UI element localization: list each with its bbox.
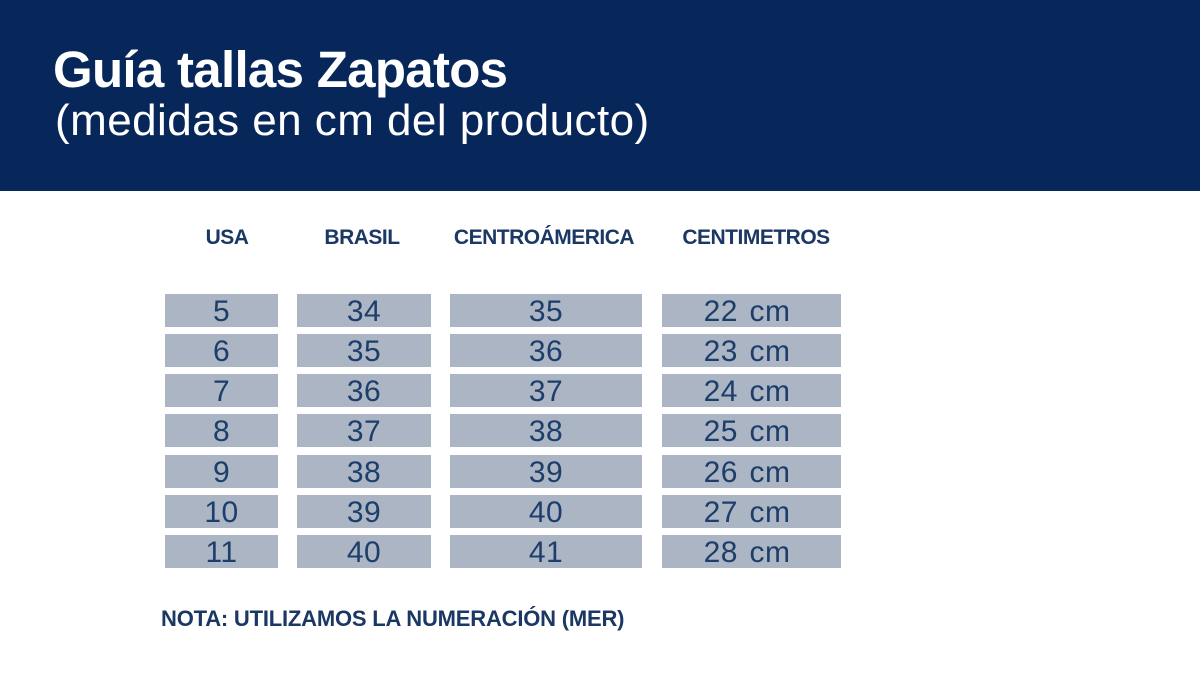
table-cell: 37 [450,374,642,408]
table-cell: 40 [450,494,642,529]
table-cell: 39 [450,454,642,489]
table-cell: 10 [165,494,278,529]
table-cell: 35 [450,294,642,328]
column-header-centroamerica: CENTROÁMERICA [453,226,635,249]
table-cell: 27 cm [662,494,841,529]
page-subtitle: (medidas en cm del producto) [55,96,650,145]
table-cell: 34 [297,294,431,328]
table-cell: 25 cm [662,414,841,448]
table-cell: 11 [165,534,278,569]
column-header-brasil: BRASIL [324,226,400,249]
page-title: Guía tallas Zapatos [53,41,508,98]
table-cell: 24 cm [662,374,841,408]
table-cell: 36 [450,334,642,368]
table-cell: 37 [297,414,431,448]
table-cell: 35 [297,334,431,368]
table-cell: 9 [165,454,278,489]
note-text: NOTA: UTILIZAMOS LA NUMERACIÓN (MER) [161,606,625,631]
table-cell: 36 [297,374,431,408]
table-cell: 38 [297,454,431,489]
table-cell: 28 cm [662,534,841,569]
column-header-usa: USA [205,226,249,249]
table-cell: 39 [297,494,431,529]
table-cell: 26 cm [662,454,841,489]
table-cell: 23 cm [662,334,841,368]
table-cell: 5 [165,294,278,328]
table-cell: 8 [165,414,278,448]
column-header-centimetros: CENTIMETROS [682,226,830,249]
table-cell: 41 [450,534,642,569]
table-cell: 22 cm [662,294,841,328]
table-cell: 40 [297,534,431,569]
table-cell: 38 [450,414,642,448]
table-cell: 6 [165,334,278,368]
table-cell: 7 [165,374,278,408]
title-banner [0,0,1200,191]
